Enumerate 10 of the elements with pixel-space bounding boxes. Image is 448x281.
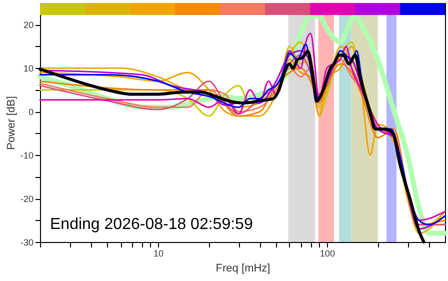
y-axis-title: Power [dB] xyxy=(5,96,18,150)
y-tick-label: -20 xyxy=(20,194,34,204)
annotation: Ending 2026-08-18 02:59:59 xyxy=(50,216,253,233)
y-tick-label: -30 xyxy=(20,238,34,248)
y-tick-label: 20 xyxy=(23,20,34,30)
x-tick-label: 100 xyxy=(320,248,335,258)
y-tick-label: 0 xyxy=(28,107,34,118)
y-tick-label: 10 xyxy=(23,64,34,74)
y-tick-label: -10 xyxy=(20,150,34,161)
x-axis-title: Freq [mHz] xyxy=(216,262,270,274)
